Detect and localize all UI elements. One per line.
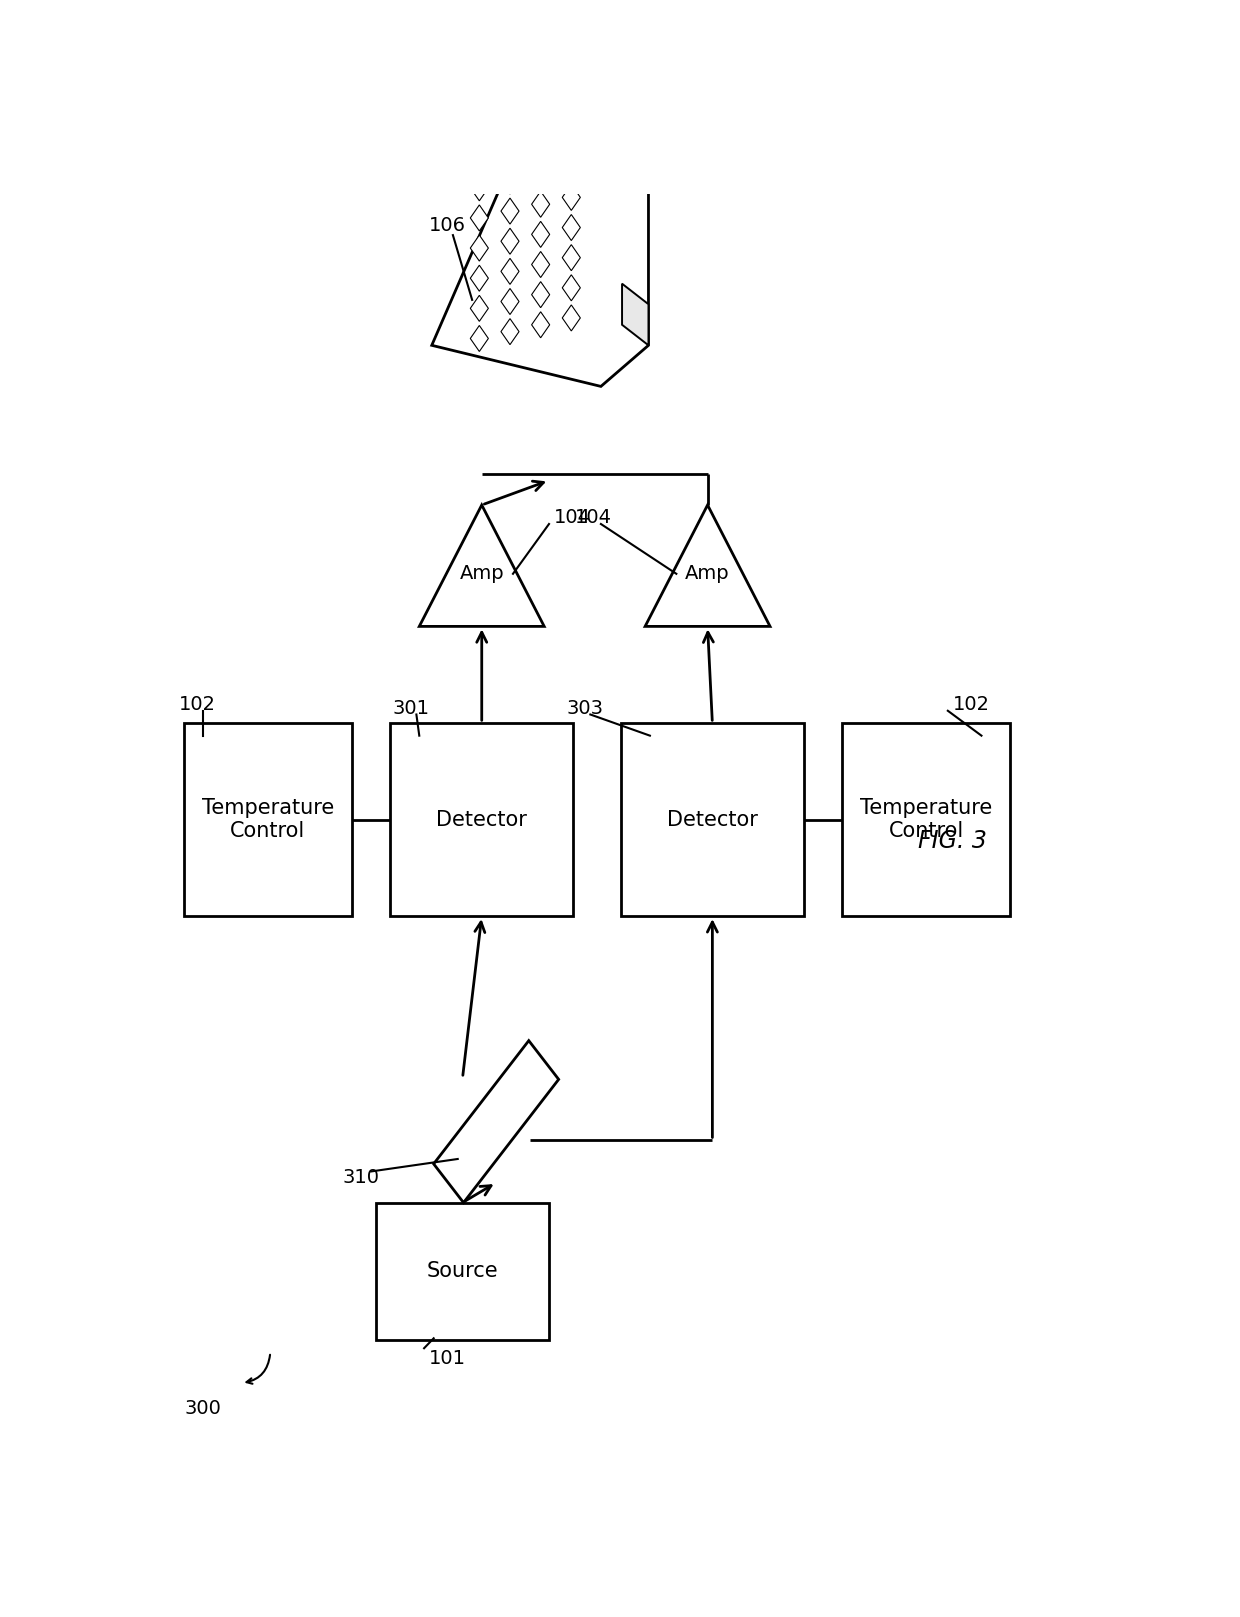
Polygon shape: [432, 126, 649, 386]
Polygon shape: [562, 306, 580, 331]
Bar: [376, 1203, 549, 1339]
Bar: [184, 723, 352, 917]
Text: 102: 102: [952, 695, 990, 715]
Text: 104: 104: [575, 508, 613, 527]
Polygon shape: [501, 259, 520, 285]
Text: 104: 104: [554, 508, 590, 527]
Polygon shape: [470, 325, 489, 351]
Polygon shape: [470, 296, 489, 322]
Bar: [621, 723, 804, 917]
Polygon shape: [419, 505, 544, 626]
Polygon shape: [434, 1041, 559, 1203]
Bar: [391, 723, 573, 917]
Polygon shape: [645, 505, 770, 626]
Polygon shape: [532, 162, 549, 188]
Text: Temperature
Control: Temperature Control: [861, 799, 992, 841]
Polygon shape: [532, 191, 549, 217]
Text: 102: 102: [179, 695, 216, 715]
Polygon shape: [622, 283, 649, 346]
Polygon shape: [562, 184, 580, 210]
Polygon shape: [470, 265, 489, 291]
Text: Detector: Detector: [667, 810, 758, 830]
Polygon shape: [562, 244, 580, 270]
Text: Amp: Amp: [686, 564, 730, 584]
Text: 300: 300: [185, 1399, 222, 1418]
Polygon shape: [501, 228, 520, 254]
Text: 106: 106: [429, 215, 466, 234]
Polygon shape: [470, 205, 489, 231]
Text: 101: 101: [429, 1349, 466, 1368]
Text: 301: 301: [392, 699, 429, 718]
Text: 303: 303: [567, 699, 604, 718]
Polygon shape: [532, 252, 549, 278]
Polygon shape: [501, 288, 520, 314]
Text: Temperature
Control: Temperature Control: [202, 799, 334, 841]
Polygon shape: [562, 275, 580, 301]
Text: Detector: Detector: [436, 810, 527, 830]
Polygon shape: [501, 319, 520, 344]
Polygon shape: [470, 175, 489, 201]
Text: 310: 310: [342, 1167, 379, 1187]
Polygon shape: [532, 222, 549, 247]
Bar: [842, 723, 1011, 917]
Text: Source: Source: [427, 1261, 498, 1281]
Polygon shape: [532, 281, 549, 307]
Polygon shape: [532, 312, 549, 338]
Polygon shape: [562, 215, 580, 241]
Text: FIG. 3: FIG. 3: [918, 830, 987, 854]
Text: Amp: Amp: [460, 564, 503, 584]
Polygon shape: [470, 234, 489, 260]
Polygon shape: [562, 154, 580, 179]
Polygon shape: [501, 199, 520, 225]
Polygon shape: [501, 168, 520, 194]
